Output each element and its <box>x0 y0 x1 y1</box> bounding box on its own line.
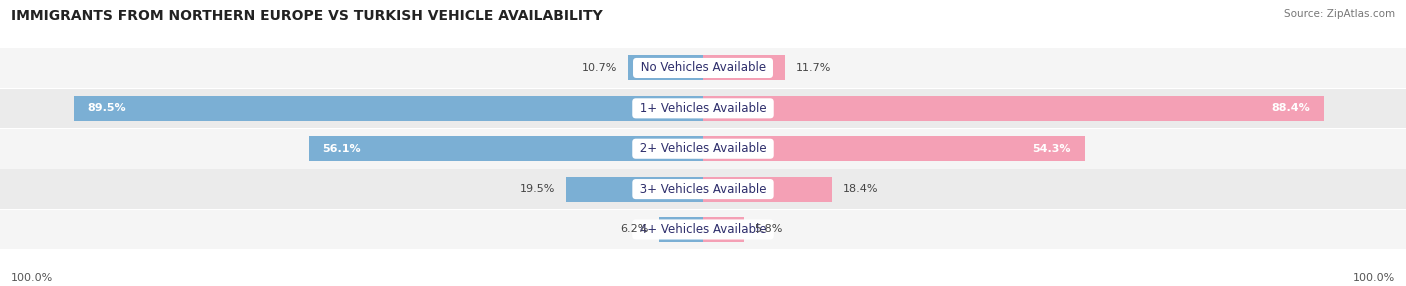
Text: 6.2%: 6.2% <box>620 225 650 235</box>
Text: Source: ZipAtlas.com: Source: ZipAtlas.com <box>1284 9 1395 19</box>
Text: 1+ Vehicles Available: 1+ Vehicles Available <box>636 102 770 115</box>
Text: 4+ Vehicles Available: 4+ Vehicles Available <box>636 223 770 236</box>
Bar <box>0 210 1406 249</box>
Bar <box>73 96 703 121</box>
Text: No Vehicles Available: No Vehicles Available <box>637 61 769 74</box>
Text: IMMIGRANTS FROM NORTHERN EUROPE VS TURKISH VEHICLE AVAILABILITY: IMMIGRANTS FROM NORTHERN EUROPE VS TURKI… <box>11 9 603 23</box>
Bar <box>0 129 1406 168</box>
Text: 54.3%: 54.3% <box>1032 144 1071 154</box>
Text: 19.5%: 19.5% <box>520 184 555 194</box>
Text: 18.4%: 18.4% <box>844 184 879 194</box>
Text: 100.0%: 100.0% <box>11 273 53 283</box>
Bar <box>0 89 1406 128</box>
Text: 11.7%: 11.7% <box>796 63 831 73</box>
Text: 10.7%: 10.7% <box>582 63 617 73</box>
Text: 88.4%: 88.4% <box>1271 103 1310 113</box>
Bar <box>308 136 703 161</box>
Bar <box>0 169 1406 209</box>
Bar <box>703 217 744 242</box>
Text: 89.5%: 89.5% <box>87 103 127 113</box>
Bar <box>703 55 785 80</box>
Bar <box>703 136 1085 161</box>
Bar <box>703 96 1324 121</box>
Text: 3+ Vehicles Available: 3+ Vehicles Available <box>636 182 770 196</box>
Bar <box>565 176 703 202</box>
Bar <box>659 217 703 242</box>
Bar <box>627 55 703 80</box>
Text: 2+ Vehicles Available: 2+ Vehicles Available <box>636 142 770 155</box>
Text: 5.8%: 5.8% <box>754 225 783 235</box>
Text: 100.0%: 100.0% <box>1353 273 1395 283</box>
Text: 56.1%: 56.1% <box>322 144 361 154</box>
Bar <box>703 176 832 202</box>
Bar <box>0 48 1406 88</box>
